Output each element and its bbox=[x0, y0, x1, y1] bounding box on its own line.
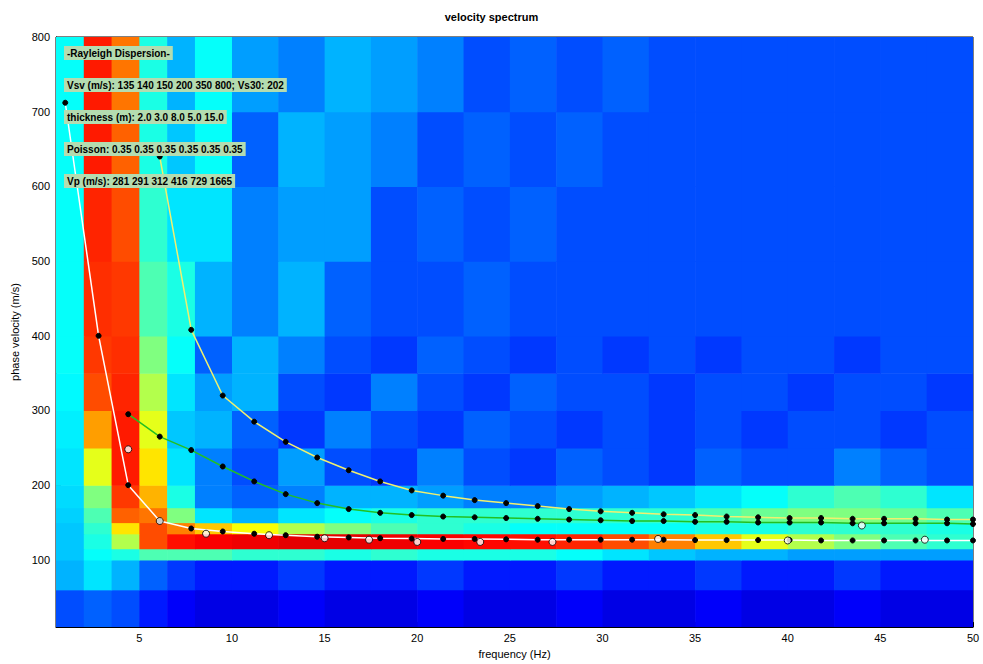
svg-text:30: 30 bbox=[596, 632, 608, 644]
svg-text:600: 600 bbox=[32, 180, 50, 192]
svg-text:100: 100 bbox=[32, 554, 50, 566]
svg-text:20: 20 bbox=[411, 632, 423, 644]
svg-text:50: 50 bbox=[967, 632, 979, 644]
svg-text:Poisson: 0.35 0.35 0.35 0.35 0: Poisson: 0.35 0.35 0.35 0.35 0.35 0.35 bbox=[67, 144, 243, 155]
svg-text:thickness (m): 2.0 3.0 8.0 5.0: thickness (m): 2.0 3.0 8.0 5.0 15.0 bbox=[67, 112, 224, 123]
svg-text:15: 15 bbox=[318, 632, 330, 644]
svg-text:10: 10 bbox=[226, 632, 238, 644]
svg-text:frequency (Hz): frequency (Hz) bbox=[478, 648, 550, 660]
svg-text:-Rayleigh Dispersion-: -Rayleigh Dispersion- bbox=[67, 48, 170, 59]
svg-text:400: 400 bbox=[32, 330, 50, 342]
svg-text:500: 500 bbox=[32, 255, 50, 267]
svg-text:300: 300 bbox=[32, 404, 50, 416]
svg-text:phase velocity (m/s): phase velocity (m/s) bbox=[9, 283, 21, 381]
svg-text:800: 800 bbox=[32, 31, 50, 43]
svg-text:5: 5 bbox=[136, 632, 142, 644]
svg-text:Vsv (m/s): 135 140 150 200 350: Vsv (m/s): 135 140 150 200 350 800; Vs30… bbox=[67, 80, 284, 91]
svg-text:Vp (m/s): 281 291 312 416 729: Vp (m/s): 281 291 312 416 729 1665 bbox=[67, 176, 233, 187]
svg-text:200: 200 bbox=[32, 479, 50, 491]
svg-text:35: 35 bbox=[689, 632, 701, 644]
svg-text:45: 45 bbox=[874, 632, 886, 644]
svg-text:velocity spectrum: velocity spectrum bbox=[445, 11, 539, 23]
svg-text:700: 700 bbox=[32, 106, 50, 118]
svg-text:40: 40 bbox=[782, 632, 794, 644]
svg-text:25: 25 bbox=[504, 632, 516, 644]
